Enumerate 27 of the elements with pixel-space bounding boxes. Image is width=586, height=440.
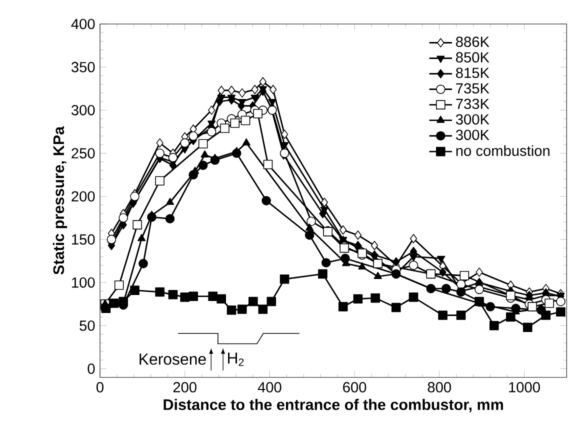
legend-label: 850K [456, 52, 490, 63]
legend-label: 300K [456, 114, 490, 125]
x-tick-label: 600 [343, 382, 366, 392]
y-tick-label: 350 [71, 62, 95, 72]
annotation: Kerosene [140, 354, 206, 365]
x-tick-label: 0 [96, 382, 104, 392]
annotation: H$_{2}$ [228, 352, 244, 366]
legend-label: no combustion [456, 145, 550, 156]
y-tick-label: 150 [72, 234, 95, 245]
legend-label: 733K [456, 98, 490, 110]
x-axis-title: Distance to the entrance of the combustor, mm [164, 398, 503, 412]
y-tick-label: 400 [71, 18, 95, 30]
x-tick-label: 800 [428, 382, 451, 392]
legend-label: 735K [456, 83, 490, 94]
legend-label: 886K [456, 36, 490, 47]
y-axis-title: Static pressure, KPa [52, 126, 68, 275]
x-tick-label: 1000 [509, 382, 540, 392]
x-tick-label: 400 [258, 382, 282, 392]
legend-label: 815K [456, 68, 490, 78]
y-tick-label: 250 [72, 148, 95, 158]
y-tick-label: 50 [80, 320, 95, 331]
y-tick-label: 100 [72, 277, 95, 288]
y-tick-label: 300 [71, 105, 95, 116]
y-tick-label: 200 [72, 191, 95, 202]
legend-label: 300K [456, 130, 490, 140]
y-tick-label: 0 [88, 364, 95, 374]
x-tick-label: 200 [173, 382, 196, 392]
